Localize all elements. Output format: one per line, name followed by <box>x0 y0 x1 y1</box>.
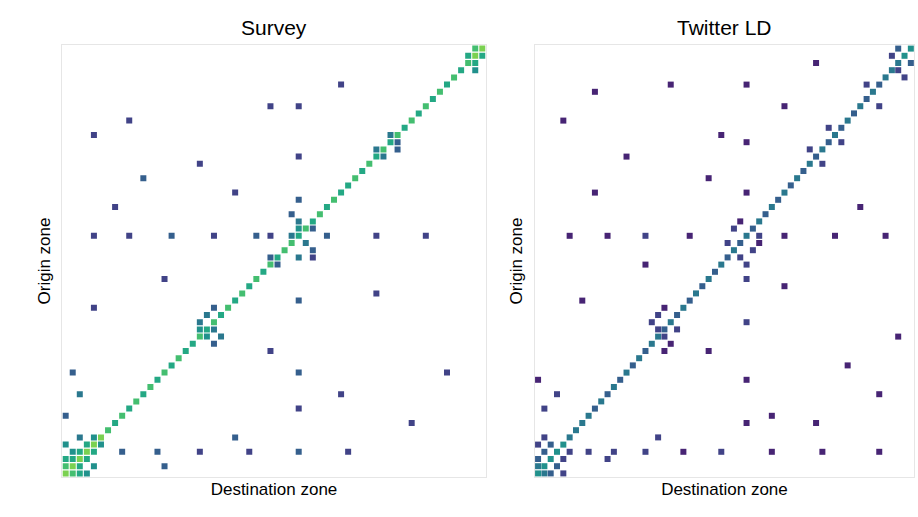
svg-text:Origin zone: Origin zone <box>35 218 54 305</box>
svg-text:Origin zone: Origin zone <box>507 218 526 305</box>
svg-text:Twitter LD: Twitter LD <box>677 16 772 39</box>
svg-text:Destination zone: Destination zone <box>661 480 788 499</box>
svg-text:Destination zone: Destination zone <box>211 480 338 499</box>
svg-text:Survey: Survey <box>241 16 307 39</box>
